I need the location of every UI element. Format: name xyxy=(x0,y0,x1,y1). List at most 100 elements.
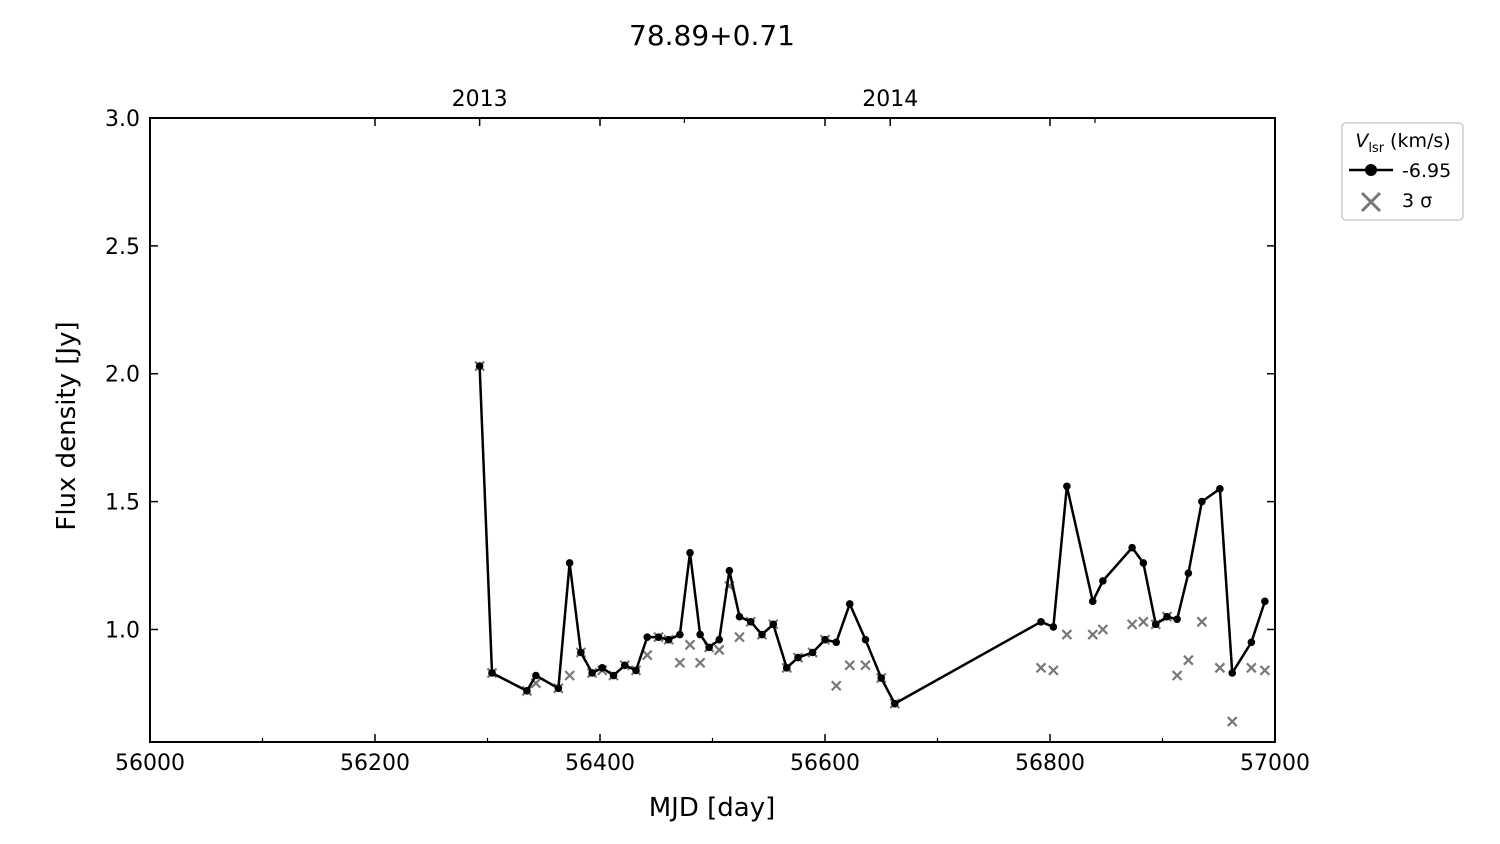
series-point xyxy=(523,687,531,695)
series-point xyxy=(758,630,766,639)
x-tick-label: 56200 xyxy=(340,751,410,776)
x-axis-title: MJD [day] xyxy=(649,793,776,823)
y-tick-label: 2.5 xyxy=(105,235,140,260)
legend-title-unit: (km/s) xyxy=(1390,130,1451,152)
legend-x-marker xyxy=(1360,191,1382,213)
x-tick-label: 56600 xyxy=(790,751,860,776)
series-point xyxy=(643,633,652,641)
legend-box xyxy=(1341,122,1464,221)
series-point xyxy=(632,666,640,675)
sigma-marker xyxy=(734,631,745,643)
series-point xyxy=(620,661,629,670)
legend-entry-sigma: 3 σ xyxy=(1402,190,1432,212)
series-point xyxy=(696,630,704,639)
series-point xyxy=(609,671,618,680)
x-tick-label: 57000 xyxy=(1240,751,1310,776)
sigma-marker xyxy=(1087,629,1099,640)
sigma-marker xyxy=(830,680,842,692)
sigma-marker xyxy=(844,660,856,671)
top-year-label: 2013 xyxy=(452,87,508,112)
legend-entry-series: -6.95 xyxy=(1402,160,1451,182)
legend-title-symbol: V xyxy=(1355,130,1370,152)
sigma-marker xyxy=(674,657,686,668)
series-point xyxy=(1139,559,1148,567)
series-point xyxy=(1173,615,1181,624)
series-point xyxy=(488,669,496,677)
y-tick-label: 2.0 xyxy=(105,363,140,388)
series-point xyxy=(1198,497,1206,506)
series-point xyxy=(1063,482,1071,491)
sigma-marker xyxy=(1138,616,1149,628)
series-point xyxy=(676,630,684,639)
series-point xyxy=(1088,597,1097,606)
plot-area xyxy=(474,360,1271,727)
series-point xyxy=(746,618,755,626)
series-point xyxy=(782,664,791,672)
sigma-marker xyxy=(641,649,653,661)
series-point xyxy=(832,638,841,647)
series-point xyxy=(725,566,734,575)
series-point xyxy=(769,620,778,629)
series-point xyxy=(1216,485,1224,493)
series-point xyxy=(554,684,563,693)
legend: Vlsr (km/s) -6.95 3 σ xyxy=(1341,122,1464,221)
sigma-marker xyxy=(564,670,575,681)
sigma-marker xyxy=(1126,619,1138,630)
y-axis-title: Flux density [Jy] xyxy=(52,321,82,530)
y-tick-label: 1.0 xyxy=(105,618,140,643)
sigma-marker xyxy=(860,660,871,671)
sigma-marker xyxy=(1061,629,1073,640)
series-point xyxy=(861,635,870,644)
series-point xyxy=(1184,569,1193,578)
sigma-marker xyxy=(1246,662,1257,674)
series-point xyxy=(565,559,574,567)
series-point xyxy=(1037,618,1045,626)
series-point xyxy=(715,635,724,644)
series-line xyxy=(478,366,1267,705)
series-point xyxy=(577,648,585,657)
sigma-marker xyxy=(1035,662,1047,674)
series-point xyxy=(877,674,886,682)
x-tick-label: 56800 xyxy=(1015,751,1085,776)
y-tick-label: 1.5 xyxy=(105,491,140,516)
sigma-marker xyxy=(1196,616,1208,628)
series-point xyxy=(705,643,713,652)
sigma-marker xyxy=(1214,662,1226,674)
series-point xyxy=(1128,543,1136,552)
legend-title-subscript: lsr xyxy=(1368,141,1384,156)
series-point xyxy=(890,699,899,708)
series-point xyxy=(1247,638,1256,647)
x-tick-label: 56400 xyxy=(565,751,635,776)
sigma-marker xyxy=(1048,665,1059,676)
axes: 56000 56200 56400 56600 56800 57000 2013 2014 1.… xyxy=(105,87,1310,776)
sigma-marker xyxy=(1171,670,1183,681)
series-point xyxy=(1151,620,1160,629)
sigma-marker xyxy=(713,644,725,656)
series-point xyxy=(1099,577,1107,585)
series-point xyxy=(1261,597,1269,606)
series-point xyxy=(532,671,540,680)
chart-title: 78.89+0.71 xyxy=(629,19,795,52)
series-point xyxy=(598,664,607,672)
series-point xyxy=(654,633,663,641)
series-point xyxy=(1049,623,1058,631)
series-point xyxy=(588,669,596,677)
series-point xyxy=(735,612,744,621)
sigma-marker xyxy=(684,639,696,651)
x-tick-label: 56000 xyxy=(115,751,185,776)
series-point xyxy=(821,635,829,644)
series-point xyxy=(664,635,673,644)
sigma-marker xyxy=(694,657,706,668)
sigma-marker xyxy=(1259,665,1271,676)
series-point xyxy=(794,653,802,662)
series-point xyxy=(1228,669,1237,677)
sigma-marker xyxy=(1097,624,1109,635)
series-point xyxy=(808,648,817,657)
legend-circle-marker xyxy=(1365,164,1377,176)
series-point xyxy=(1163,612,1171,621)
series-point xyxy=(686,548,694,557)
sigma-marker xyxy=(1226,716,1238,727)
series-point xyxy=(475,362,484,370)
series-point xyxy=(845,600,854,608)
